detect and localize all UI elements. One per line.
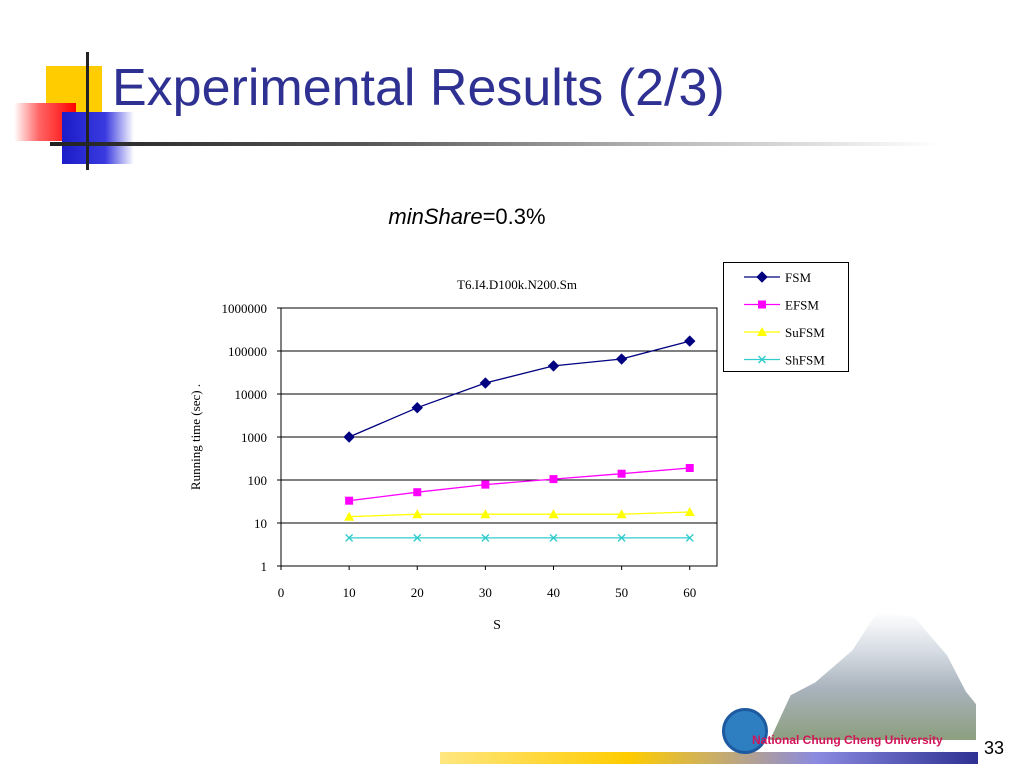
- data-point-efsm: [481, 480, 490, 489]
- data-point-fsm: [547, 360, 560, 372]
- series-line-sufsm: [349, 511, 690, 518]
- grid: [277, 307, 717, 570]
- data-point-shfsm: [481, 533, 490, 542]
- footer-gradient-bar: [440, 752, 978, 764]
- chart-subtitle: minShare=0.3%: [0, 204, 934, 230]
- data-point-sufsm: [684, 507, 695, 517]
- page-title: Experimental Results (2/3): [112, 59, 725, 117]
- legend-item-efsm: EFSM: [744, 298, 819, 313]
- x-tick-label: 40: [547, 585, 560, 600]
- subtitle-value: =0.3%: [482, 204, 546, 229]
- y-tick-label: 100000: [228, 344, 267, 359]
- x-tick-label: 0: [278, 585, 285, 600]
- legend-item-sufsm: SuFSM: [744, 325, 825, 340]
- data-point-shfsm: [345, 533, 354, 542]
- data-point-fsm: [615, 353, 628, 365]
- y-tick-label: 10: [254, 516, 267, 531]
- x-tick-label: 60: [683, 585, 696, 600]
- data-point-efsm: [549, 475, 558, 484]
- data-point-shfsm: [617, 533, 626, 542]
- legend-item-fsm: FSM: [744, 270, 811, 285]
- decor-blue-square: [62, 112, 134, 164]
- series-line-efsm: [349, 467, 690, 502]
- legend: FSM EFSM SuFSM ShFSM: [723, 262, 849, 372]
- legend-label: EFSM: [785, 298, 819, 313]
- series-layer: [343, 335, 696, 542]
- data-point-efsm: [345, 496, 354, 505]
- x-tick-labels: 0 10 20 30 40 50 60: [278, 585, 697, 600]
- y-tick-label: 10000: [235, 387, 268, 402]
- legend-marker-shfsm: [758, 355, 766, 364]
- chart-title: T6.I4.D100k.N200.Sm: [457, 277, 577, 292]
- y-tick-labels: 1 10 100 1000 10000 100000 1000000: [222, 301, 268, 574]
- page-number: 33: [984, 738, 1005, 758]
- legend-marker-sufsm: [757, 327, 767, 336]
- legend-marker-efsm: [758, 300, 766, 309]
- decor-vertical-line: [86, 52, 89, 170]
- legend-marker-fsm: [756, 271, 768, 283]
- data-point-sufsm: [548, 509, 559, 519]
- legend-label: ShFSM: [785, 353, 825, 368]
- x-tick-label: 50: [615, 585, 628, 600]
- data-point-shfsm: [413, 533, 422, 542]
- data-point-efsm: [413, 488, 422, 497]
- university-logo-icon: [722, 708, 768, 754]
- y-tick-label: 1000000: [222, 301, 268, 316]
- x-tick-label: 10: [343, 585, 356, 600]
- data-point-efsm: [685, 464, 694, 473]
- x-tick-label: 20: [411, 585, 424, 600]
- y-tick-label: 1: [261, 559, 268, 574]
- university-logo-text: National Chung Cheng University: [752, 733, 943, 747]
- y-tick-label: 100: [248, 473, 268, 488]
- y-tick-label: 1000: [241, 430, 267, 445]
- data-point-fsm: [411, 401, 423, 414]
- legend-item-shfsm: ShFSM: [744, 353, 825, 368]
- data-point-fsm: [684, 335, 696, 347]
- data-point-sufsm: [344, 511, 355, 521]
- legend-label: FSM: [785, 270, 811, 285]
- subtitle-parameter: minShare: [388, 204, 483, 229]
- data-point-shfsm: [685, 533, 694, 542]
- data-point-efsm: [617, 469, 626, 478]
- data-point-shfsm: [549, 533, 558, 542]
- legend-label: SuFSM: [785, 325, 825, 340]
- y-axis-label: Running time (sec) .: [188, 384, 203, 490]
- decor-title-underline: [50, 142, 940, 146]
- series-line-fsm: [348, 340, 690, 438]
- data-point-sufsm: [616, 509, 627, 519]
- x-tick-label: 30: [479, 585, 492, 600]
- data-point-fsm: [479, 377, 492, 389]
- data-point-sufsm: [480, 509, 491, 519]
- data-point-sufsm: [412, 509, 423, 519]
- data-point-fsm: [343, 431, 355, 443]
- x-axis-label: S: [493, 618, 501, 633]
